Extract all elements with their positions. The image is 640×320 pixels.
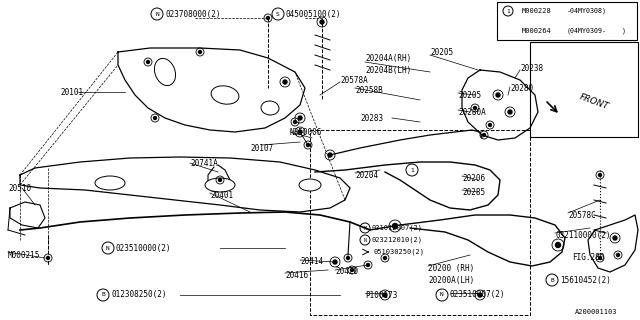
Text: 20578A: 20578A bbox=[340, 76, 368, 84]
Circle shape bbox=[147, 60, 150, 63]
Text: N: N bbox=[155, 12, 159, 17]
Text: 20414: 20414 bbox=[300, 258, 323, 267]
Text: 20204: 20204 bbox=[355, 171, 378, 180]
Circle shape bbox=[508, 110, 512, 114]
Ellipse shape bbox=[154, 59, 175, 85]
Text: 023510000(2): 023510000(2) bbox=[116, 244, 172, 252]
Text: B: B bbox=[101, 292, 105, 298]
Circle shape bbox=[328, 153, 332, 157]
Text: 20101: 20101 bbox=[60, 87, 83, 97]
Text: 20200A(LH): 20200A(LH) bbox=[428, 276, 474, 284]
Bar bbox=[530, 42, 638, 137]
Circle shape bbox=[47, 257, 49, 260]
Text: N350006: N350006 bbox=[290, 127, 323, 137]
Circle shape bbox=[598, 257, 602, 260]
Text: FIG.280: FIG.280 bbox=[572, 253, 604, 262]
Text: 20238: 20238 bbox=[520, 63, 543, 73]
Circle shape bbox=[367, 263, 369, 267]
Circle shape bbox=[346, 257, 349, 260]
Text: 20280: 20280 bbox=[510, 84, 533, 92]
Text: 023510007(2): 023510007(2) bbox=[450, 291, 506, 300]
Circle shape bbox=[283, 80, 287, 84]
Text: N: N bbox=[440, 292, 444, 298]
Ellipse shape bbox=[299, 179, 321, 191]
Circle shape bbox=[478, 293, 482, 297]
Circle shape bbox=[351, 268, 353, 271]
Text: 20258B: 20258B bbox=[355, 85, 383, 94]
Text: 012308250(2): 012308250(2) bbox=[111, 291, 166, 300]
Text: B: B bbox=[550, 277, 554, 283]
Text: 20205: 20205 bbox=[430, 47, 453, 57]
Text: 1: 1 bbox=[410, 167, 414, 172]
Text: M000228: M000228 bbox=[522, 8, 552, 14]
Text: N: N bbox=[364, 237, 367, 243]
Text: 031012007(2): 031012007(2) bbox=[372, 225, 423, 231]
Text: 20741A: 20741A bbox=[190, 158, 218, 167]
Text: 20280A: 20280A bbox=[458, 108, 486, 116]
Ellipse shape bbox=[205, 178, 235, 192]
Text: S: S bbox=[276, 12, 280, 17]
Circle shape bbox=[298, 116, 302, 120]
Text: 15610452(2): 15610452(2) bbox=[560, 276, 611, 284]
Circle shape bbox=[488, 124, 492, 126]
Text: 20204B(LH): 20204B(LH) bbox=[365, 66, 412, 75]
Circle shape bbox=[266, 17, 269, 20]
Circle shape bbox=[383, 293, 387, 297]
Text: (04MY0309-: (04MY0309- bbox=[567, 28, 607, 34]
Text: M000264: M000264 bbox=[522, 28, 552, 34]
Circle shape bbox=[198, 51, 202, 53]
Text: 20206: 20206 bbox=[462, 173, 485, 182]
Text: 032110000(2): 032110000(2) bbox=[555, 230, 611, 239]
Circle shape bbox=[294, 121, 296, 124]
Ellipse shape bbox=[261, 101, 279, 115]
Text: 20401: 20401 bbox=[210, 190, 233, 199]
Circle shape bbox=[483, 133, 486, 137]
Circle shape bbox=[598, 173, 602, 177]
Circle shape bbox=[616, 253, 620, 257]
Text: 20420: 20420 bbox=[335, 268, 358, 276]
Circle shape bbox=[383, 257, 387, 260]
Text: 20204A(RH): 20204A(RH) bbox=[365, 53, 412, 62]
Text: 20200 (RH): 20200 (RH) bbox=[428, 263, 474, 273]
Text: 20416: 20416 bbox=[285, 270, 308, 279]
Circle shape bbox=[392, 223, 397, 228]
Text: 20205: 20205 bbox=[458, 91, 481, 100]
Text: 045005100(2): 045005100(2) bbox=[286, 10, 342, 19]
Text: ): ) bbox=[622, 28, 626, 34]
Text: -04MY0308): -04MY0308) bbox=[567, 8, 607, 14]
Ellipse shape bbox=[95, 176, 125, 190]
Circle shape bbox=[320, 20, 324, 24]
Bar bbox=[310, 130, 530, 315]
Circle shape bbox=[154, 116, 157, 119]
Circle shape bbox=[496, 93, 500, 97]
Text: M000215: M000215 bbox=[8, 251, 40, 260]
Text: 20107: 20107 bbox=[250, 143, 273, 153]
Text: 20283: 20283 bbox=[360, 114, 383, 123]
Circle shape bbox=[218, 179, 221, 181]
Text: 20578C: 20578C bbox=[568, 211, 596, 220]
Bar bbox=[497, 2, 637, 40]
Circle shape bbox=[474, 107, 477, 109]
Circle shape bbox=[307, 143, 310, 147]
Text: 023212010(2): 023212010(2) bbox=[372, 237, 423, 243]
Text: M: M bbox=[364, 226, 367, 230]
Circle shape bbox=[613, 236, 617, 240]
Ellipse shape bbox=[211, 86, 239, 104]
Text: 1: 1 bbox=[506, 9, 510, 13]
Text: P100173: P100173 bbox=[365, 291, 397, 300]
Circle shape bbox=[556, 243, 561, 247]
Text: FRONT: FRONT bbox=[578, 92, 610, 111]
Text: N: N bbox=[106, 245, 110, 251]
Text: A200001103: A200001103 bbox=[575, 309, 618, 315]
Text: 051030250(2): 051030250(2) bbox=[373, 249, 424, 255]
Text: 023708000(2): 023708000(2) bbox=[165, 10, 221, 19]
Text: 20285: 20285 bbox=[462, 188, 485, 196]
Circle shape bbox=[333, 260, 337, 264]
Text: 20510: 20510 bbox=[8, 183, 31, 193]
Circle shape bbox=[298, 130, 302, 134]
